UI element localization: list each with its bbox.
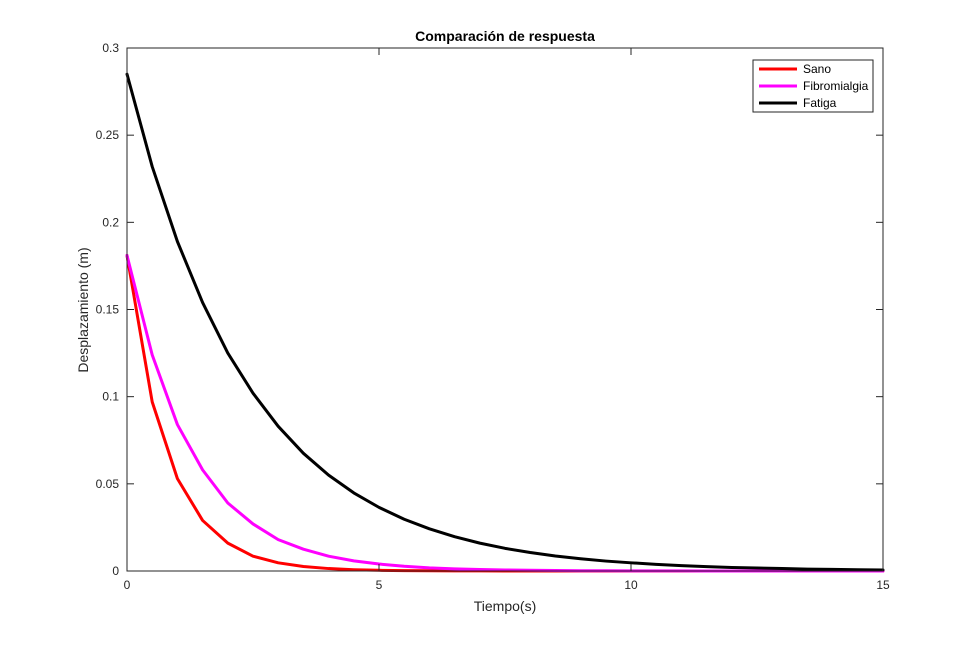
legend-label-fatiga: Fatiga (803, 96, 837, 110)
legend: Sano Fibromialgia Fatiga (752, 59, 874, 113)
legend-items: Sano Fibromialgia Fatiga (759, 62, 869, 110)
plot-area (127, 48, 883, 571)
axes-box (126, 47, 884, 572)
tick-layer: 0 5 10 15 0 0.05 0.1 0.15 0.2 0.25 0.3 (96, 41, 890, 592)
x-tick-label: 0 (124, 578, 131, 592)
y-tick-label: 0.1 (102, 390, 119, 404)
x-tick-label: 15 (876, 578, 890, 592)
y-tick-label: 0 (112, 564, 119, 578)
chart-title: Comparación de respuesta (415, 28, 595, 44)
y-tick-label: 0.05 (96, 477, 120, 491)
x-axis-label: Tiempo(s) (474, 598, 537, 614)
y-tick-label: 0.3 (102, 41, 119, 55)
y-axis-label: Desplazamiento (m) (75, 247, 91, 372)
y-tick-label: 0.15 (96, 303, 120, 317)
legend-label-fibromialgia: Fibromialgia (803, 79, 869, 93)
legend-label-sano: Sano (803, 62, 831, 76)
y-tick-label: 0.25 (96, 128, 120, 142)
x-tick-label: 5 (376, 578, 383, 592)
series-line-fatiga (125, 72, 885, 572)
x-tick-label: 10 (624, 578, 638, 592)
y-tick-label: 0.2 (102, 215, 119, 229)
